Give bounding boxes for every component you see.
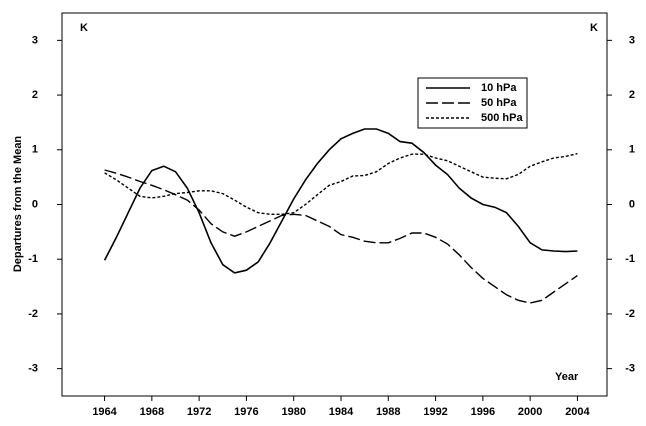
- series-line: [104, 152, 578, 215]
- y2-tick-label: -1: [625, 253, 635, 265]
- y2-tick-label: -2: [625, 308, 635, 320]
- x-axis-label: Year: [555, 371, 579, 383]
- legend-label: 500 hPa: [481, 112, 523, 124]
- y-tick-label: 2: [32, 89, 38, 101]
- y-tick-label: -1: [28, 253, 38, 265]
- x-tick-label: 1972: [187, 406, 211, 418]
- y2-tick-label: 1: [629, 144, 635, 156]
- x-tick-label: 1964: [92, 406, 117, 418]
- x-tick-label: 1968: [140, 406, 164, 418]
- y2-unit: K: [590, 22, 598, 34]
- x-tick-label: 1992: [423, 406, 447, 418]
- x-tick-label: 1996: [471, 406, 495, 418]
- y-tick-label: -2: [28, 308, 38, 320]
- y2-tick-label: 3: [629, 34, 635, 46]
- y-tick-label: 1: [32, 144, 38, 156]
- series-line: [103, 128, 578, 274]
- y-tick-label: 3: [32, 34, 38, 46]
- x-tick-label: 2004: [565, 406, 590, 418]
- x-tick-label: 1984: [329, 406, 354, 418]
- x-tick-label: 2000: [518, 406, 542, 418]
- y2-tick-label: 0: [629, 198, 635, 210]
- y-unit: K: [80, 22, 88, 34]
- legend-label: 10 hPa: [481, 82, 517, 94]
- x-tick-label: 1976: [234, 406, 258, 418]
- x-tick-label: 1980: [281, 406, 305, 418]
- x-tick-label: 1988: [376, 406, 400, 418]
- y-tick-label: -3: [28, 363, 38, 375]
- y-axis-label: Departures from the Mean: [12, 136, 24, 273]
- y2-tick-label: -3: [625, 363, 635, 375]
- legend-label: 50 hPa: [481, 97, 517, 109]
- y2-tick-label: 2: [629, 89, 635, 101]
- y-tick-label: 0: [32, 198, 38, 210]
- plot-frame: [61, 12, 608, 397]
- series-line: [104, 169, 578, 304]
